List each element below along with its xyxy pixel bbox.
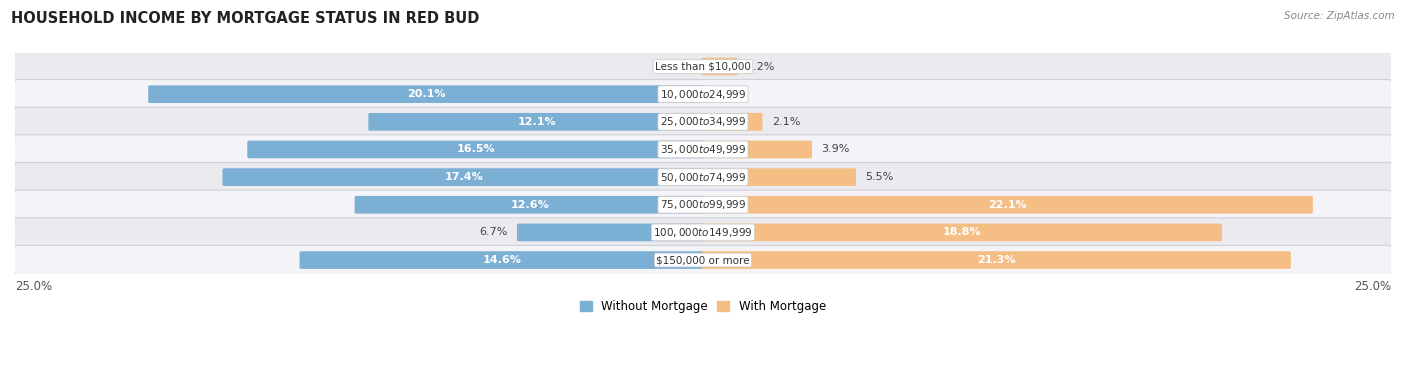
Text: $100,000 to $149,999: $100,000 to $149,999 <box>654 226 752 239</box>
Text: 12.1%: 12.1% <box>517 117 555 127</box>
Text: 20.1%: 20.1% <box>408 89 446 99</box>
Text: 25.0%: 25.0% <box>15 280 52 293</box>
Text: $50,000 to $74,999: $50,000 to $74,999 <box>659 171 747 184</box>
Text: 14.6%: 14.6% <box>482 255 522 265</box>
Text: 0.0%: 0.0% <box>664 61 692 72</box>
Text: 18.8%: 18.8% <box>942 227 981 238</box>
FancyBboxPatch shape <box>14 218 1392 247</box>
Text: 25.0%: 25.0% <box>1354 280 1391 293</box>
Text: 21.3%: 21.3% <box>977 255 1015 265</box>
FancyBboxPatch shape <box>14 190 1392 219</box>
FancyBboxPatch shape <box>14 52 1392 81</box>
FancyBboxPatch shape <box>368 113 704 131</box>
FancyBboxPatch shape <box>247 141 704 158</box>
FancyBboxPatch shape <box>299 251 704 269</box>
Text: 1.2%: 1.2% <box>747 61 775 72</box>
Text: 6.7%: 6.7% <box>479 227 508 238</box>
Text: Less than $10,000: Less than $10,000 <box>655 61 751 72</box>
FancyBboxPatch shape <box>354 196 704 214</box>
FancyBboxPatch shape <box>517 224 704 241</box>
Text: 2.1%: 2.1% <box>772 117 800 127</box>
Text: Source: ZipAtlas.com: Source: ZipAtlas.com <box>1284 11 1395 21</box>
FancyBboxPatch shape <box>148 85 704 103</box>
Text: 5.5%: 5.5% <box>865 172 894 182</box>
FancyBboxPatch shape <box>14 162 1392 192</box>
Text: 16.5%: 16.5% <box>457 144 495 155</box>
FancyBboxPatch shape <box>702 58 738 75</box>
Text: 0.0%: 0.0% <box>714 89 742 99</box>
FancyBboxPatch shape <box>14 135 1392 164</box>
FancyBboxPatch shape <box>702 251 1291 269</box>
FancyBboxPatch shape <box>702 113 762 131</box>
Text: $10,000 to $24,999: $10,000 to $24,999 <box>659 88 747 101</box>
FancyBboxPatch shape <box>702 224 1222 241</box>
FancyBboxPatch shape <box>702 196 1313 214</box>
Text: $35,000 to $49,999: $35,000 to $49,999 <box>659 143 747 156</box>
FancyBboxPatch shape <box>702 141 813 158</box>
Text: $25,000 to $34,999: $25,000 to $34,999 <box>659 115 747 128</box>
Legend: Without Mortgage, With Mortgage: Without Mortgage, With Mortgage <box>576 297 830 317</box>
FancyBboxPatch shape <box>702 168 856 186</box>
Text: 12.6%: 12.6% <box>510 200 548 210</box>
Text: $150,000 or more: $150,000 or more <box>657 255 749 265</box>
FancyBboxPatch shape <box>14 80 1392 109</box>
Text: $75,000 to $99,999: $75,000 to $99,999 <box>659 198 747 211</box>
Text: 3.9%: 3.9% <box>821 144 849 155</box>
Text: 17.4%: 17.4% <box>444 172 482 182</box>
FancyBboxPatch shape <box>222 168 704 186</box>
FancyBboxPatch shape <box>14 107 1392 136</box>
Text: HOUSEHOLD INCOME BY MORTGAGE STATUS IN RED BUD: HOUSEHOLD INCOME BY MORTGAGE STATUS IN R… <box>11 11 479 26</box>
FancyBboxPatch shape <box>14 245 1392 275</box>
Text: 22.1%: 22.1% <box>988 200 1026 210</box>
